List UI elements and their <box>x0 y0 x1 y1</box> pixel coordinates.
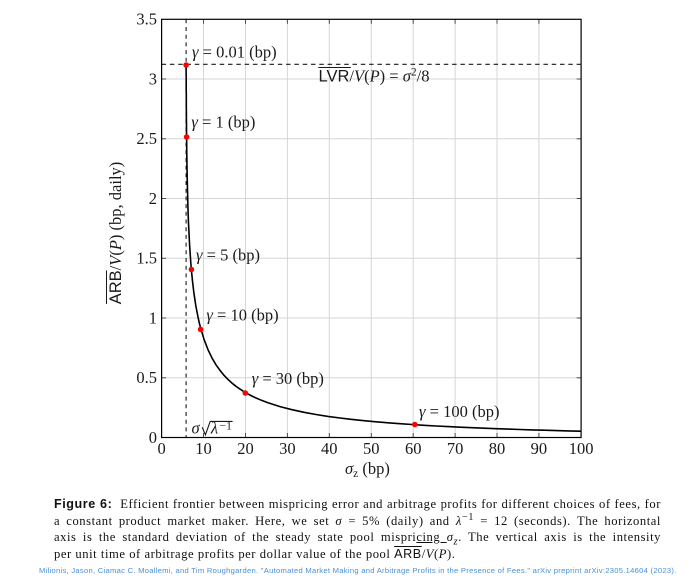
svg-text:λ: λ <box>210 419 218 438</box>
svg-text:γ = 100 (bp): γ = 100 (bp) <box>419 402 499 421</box>
svg-text:σz (bp): σz (bp) <box>345 459 390 480</box>
svg-text:40: 40 <box>321 439 338 458</box>
svg-text:γ = 5 (bp): γ = 5 (bp) <box>196 246 260 265</box>
svg-text:γ = 30 (bp): γ = 30 (bp) <box>252 369 324 388</box>
svg-text:3.5: 3.5 <box>136 10 157 29</box>
svg-text:γ = 10 (bp): γ = 10 (bp) <box>206 306 278 325</box>
svg-text:60: 60 <box>405 439 422 458</box>
svg-text:LVR/V(P) = σ2/8: LVR/V(P) = σ2/8 <box>319 67 430 86</box>
svg-text:50: 50 <box>363 439 380 458</box>
svg-text:20: 20 <box>237 439 254 458</box>
svg-text:2: 2 <box>149 189 157 208</box>
svg-text:0: 0 <box>149 428 157 447</box>
svg-text:0: 0 <box>157 439 165 458</box>
svg-text:1: 1 <box>149 308 157 327</box>
svg-text:3: 3 <box>149 69 157 88</box>
svg-text:γ = 1 (bp): γ = 1 (bp) <box>191 112 255 131</box>
svg-text:10: 10 <box>195 439 212 458</box>
svg-text:1.5: 1.5 <box>136 249 157 268</box>
svg-text:30: 30 <box>279 439 296 458</box>
svg-text:0.5: 0.5 <box>136 368 157 387</box>
svg-text:100: 100 <box>569 439 594 458</box>
svg-text:2.5: 2.5 <box>136 129 157 148</box>
svg-text:90: 90 <box>531 439 548 458</box>
svg-text:−1: −1 <box>220 420 232 432</box>
svg-text:80: 80 <box>489 439 506 458</box>
svg-text:σ: σ <box>192 419 201 438</box>
svg-text:ARB/V(P) (bp, daily): ARB/V(P) (bp, daily) <box>106 162 125 305</box>
svg-text:70: 70 <box>447 439 464 458</box>
svg-text:γ = 0.01 (bp): γ = 0.01 (bp) <box>192 42 277 61</box>
